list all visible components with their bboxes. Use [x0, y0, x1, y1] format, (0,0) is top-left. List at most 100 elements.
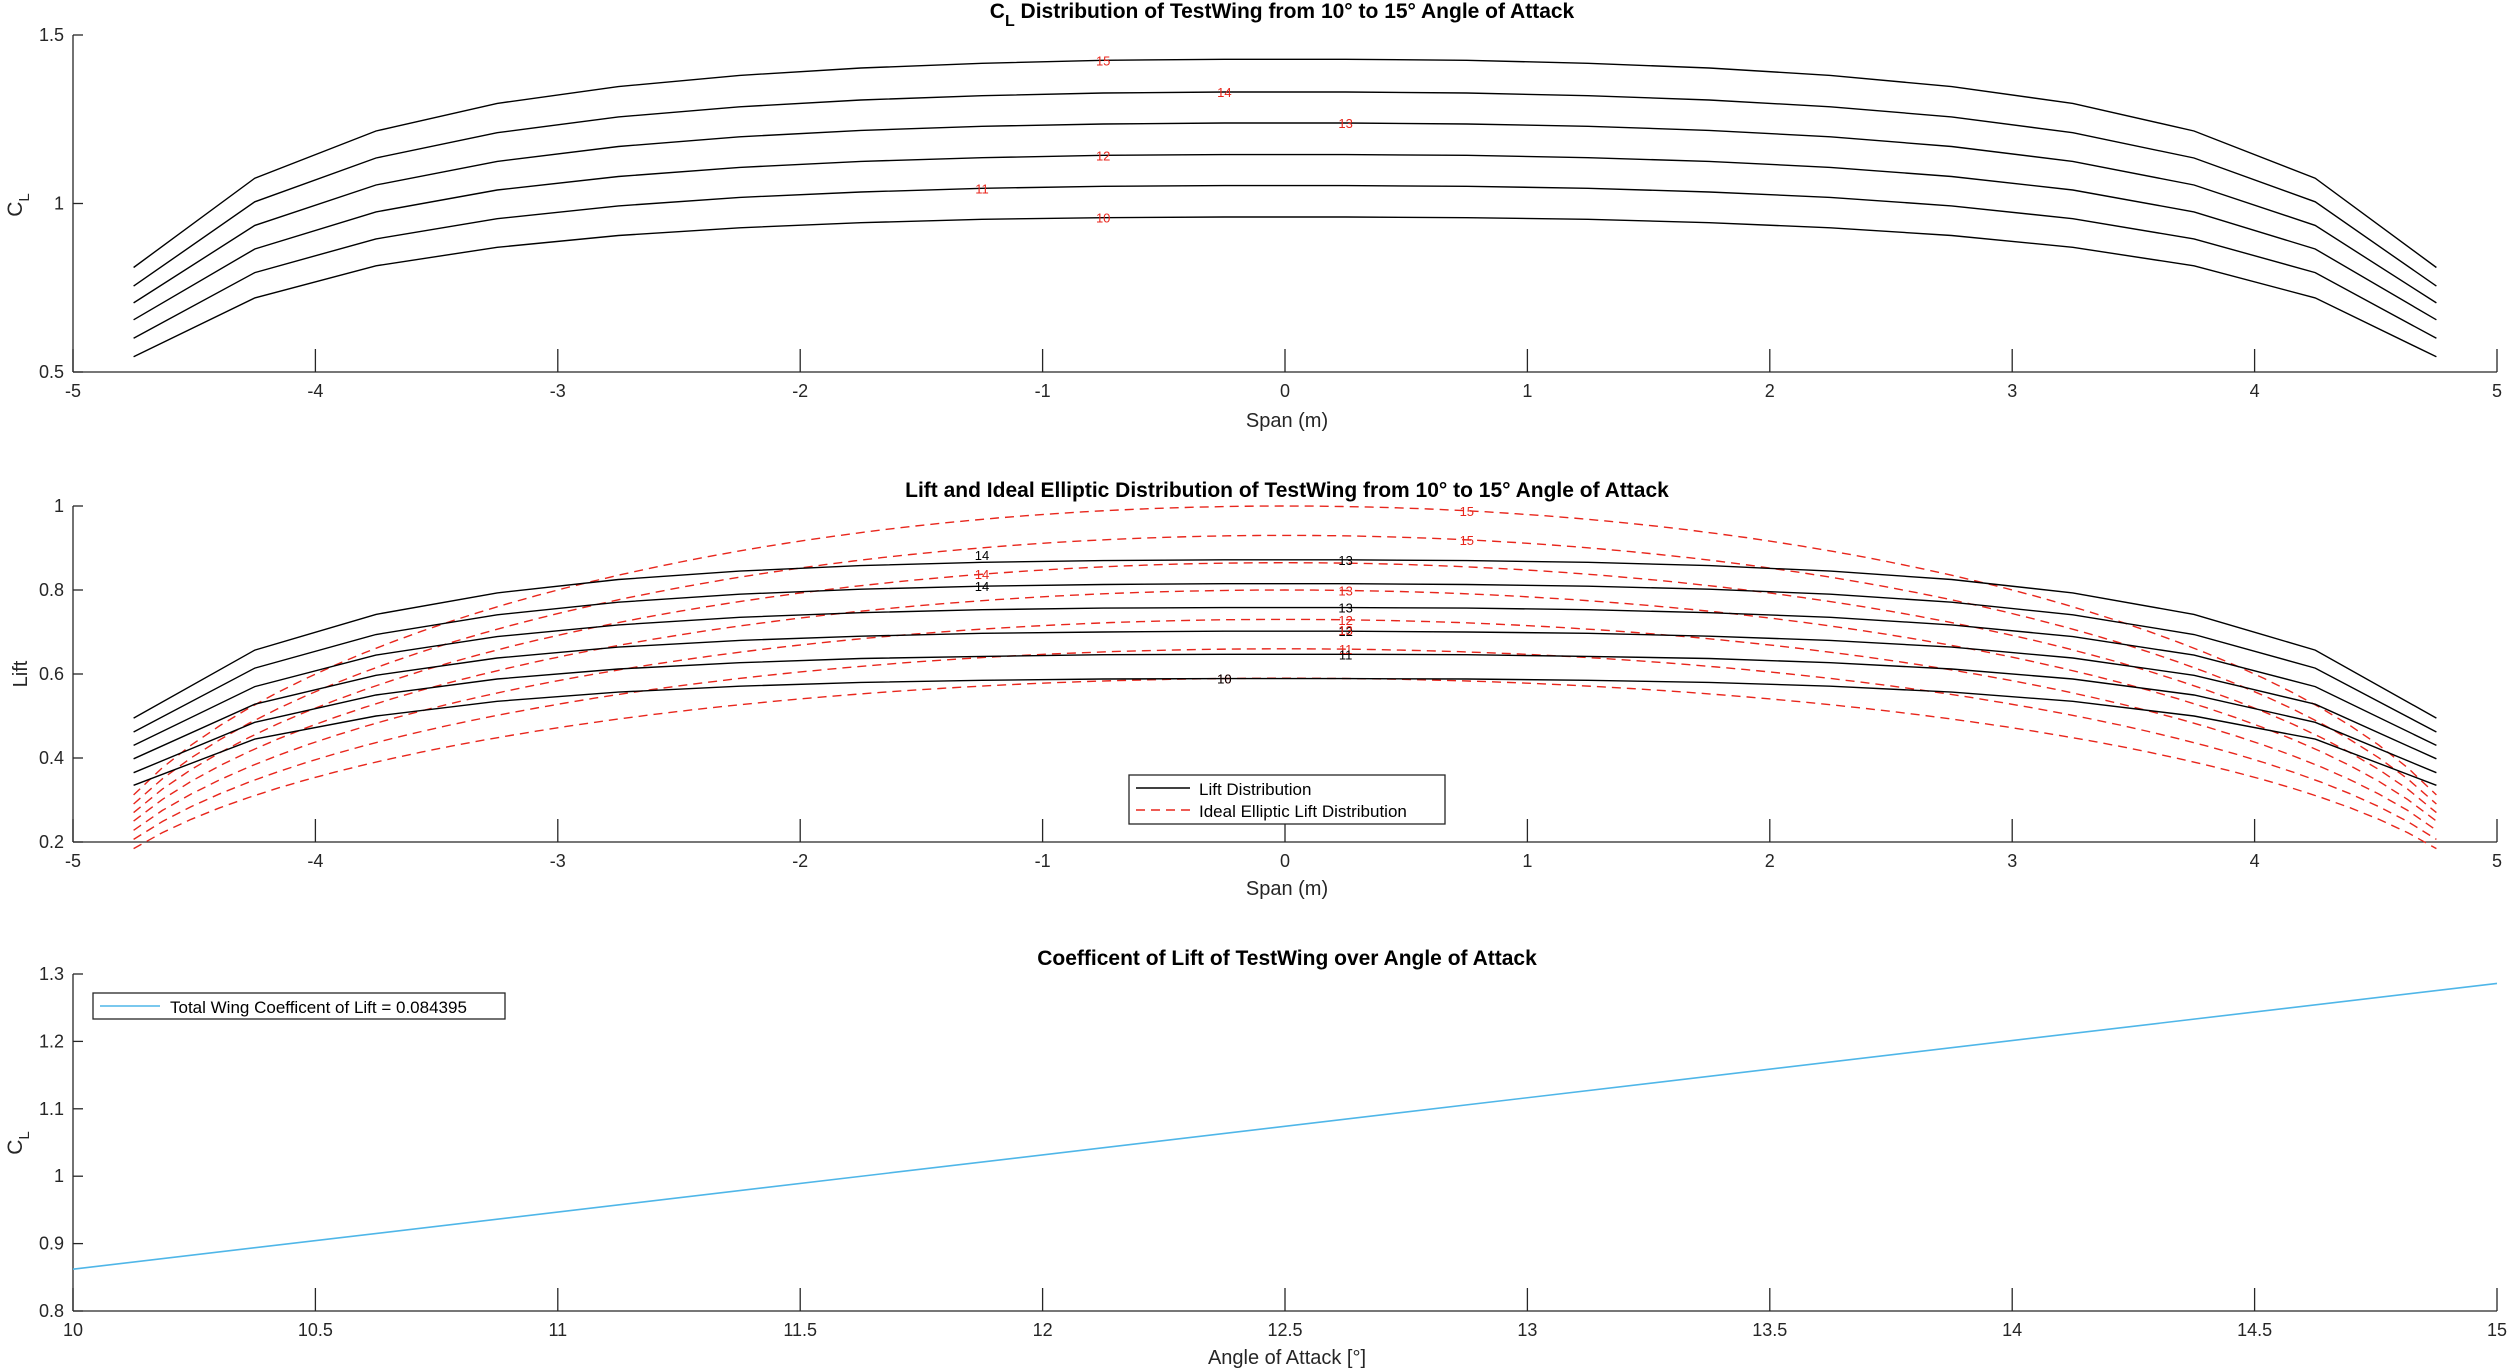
plot3-ylabel: CL [4, 1131, 33, 1155]
x-tick-label: -5 [65, 381, 81, 401]
plot3-title: Coefficent of Lift of TestWing over Angl… [1037, 947, 1537, 970]
plot3-legend: Total Wing Coefficent of Lift = 0.084395 [92, 992, 506, 1020]
plot3-ylabel-sub: L [16, 1131, 33, 1139]
plot2-series [133, 505, 2437, 850]
x-tick-label: 0 [1280, 381, 1290, 401]
plot1-title-sub: L [1005, 13, 1015, 30]
elliptic-line-12 [133, 618, 2437, 831]
x-tick-label: -2 [792, 381, 808, 401]
x-tick-label: 10.5 [298, 1320, 333, 1340]
y-tick-label: 0.9 [39, 1234, 64, 1254]
plot2-xlabel: Span (m) [1246, 878, 1328, 900]
plot3-legend-box [92, 992, 506, 1020]
y-tick-label: 1.5 [39, 25, 64, 45]
x-tick-label: -3 [550, 851, 566, 871]
x-tick-label: -5 [65, 851, 81, 871]
elliptic-line-15 [133, 534, 2437, 805]
contour-extra-label: 13 [1338, 623, 1352, 638]
y-tick-label: 1 [54, 496, 64, 516]
x-tick-label: 2 [1765, 851, 1775, 871]
x-tick-label: -4 [307, 851, 323, 871]
cl-vs-aoa-plot: 10 10.5 11 11.5 12 12.5 13 13.5 14 14.5 15 0.8 0.9 1 1… [4, 947, 2507, 1369]
lift-line-label: 14 [975, 579, 989, 594]
lift-elliptic-plot: -5 -4 -3 -2 -1 0 1 2 3 4 50.20.40.60.81 1011121314… [10, 479, 2502, 900]
elliptic-line-label: 15 [1460, 504, 1474, 519]
legend-label-elliptic: Ideal Elliptic Lift Distribution [1199, 802, 1407, 821]
plot2-ylabel: Lift [10, 660, 32, 687]
elliptic-line-15 [133, 505, 2437, 796]
plot3-ylabel-main: C [4, 1140, 27, 1155]
lift-line-label: 13 [1338, 553, 1352, 568]
x-tick-label: 3 [2007, 851, 2017, 871]
y-tick-label: 1 [54, 194, 64, 214]
plot2-legend: Lift Distribution Ideal Elliptic Lift Di… [1128, 774, 1446, 825]
cl-line-label: 11 [975, 181, 989, 196]
x-tick-label: 12.5 [1267, 1320, 1302, 1340]
plot3-ticks: 10 10.5 11 11.5 12 12.5 13 13.5 14 14.5 15 0.8 0.9 1 1… [39, 964, 2507, 1340]
plot2-title: Lift and Ideal Elliptic Distribution of … [905, 479, 1669, 502]
plot2-legend-box [1128, 774, 1446, 825]
y-tick-label: 0.4 [39, 748, 64, 768]
x-tick-label: 14 [2002, 1320, 2022, 1340]
cl-line-label: 14 [1217, 85, 1231, 100]
lift-line-label: 10 [1217, 672, 1231, 687]
contour-extra-label: 14 [975, 548, 989, 563]
x-tick-label: -1 [1035, 381, 1051, 401]
y-tick-label: 1.3 [39, 964, 64, 984]
plot2-ticks: -5 -4 -3 -2 -1 0 1 2 3 4 50.20.40.60.81 [39, 496, 2502, 871]
x-tick-label: 5 [2492, 381, 2502, 401]
cl-line-label: 15 [1096, 53, 1110, 68]
plot1-ylabel-main: C [4, 202, 27, 217]
x-tick-label: 10 [63, 1320, 83, 1340]
plot3-xlabel: Angle of Attack [°] [1208, 1347, 1366, 1369]
y-tick-label: 1.1 [39, 1099, 64, 1119]
plot3-series [72, 982, 2498, 1270]
lift-line-label: 11 [1339, 647, 1353, 662]
y-tick-label: 0.8 [39, 580, 64, 600]
x-tick-label: 15 [2487, 1320, 2507, 1340]
plot1-series [133, 58, 2437, 358]
elliptic-line-label: 14 [975, 567, 989, 582]
elliptic-line-label: 12 [1338, 613, 1352, 628]
plot1-ylabel: CL [4, 193, 33, 217]
x-tick-label: -1 [1035, 851, 1051, 871]
elliptic-line-label: 11 [1339, 642, 1353, 657]
elliptic-line-11 [133, 648, 2437, 840]
lift-line-11 [133, 653, 2437, 774]
lift-line-12 [133, 630, 2437, 760]
legend-label-total-cl: Total Wing Coefficent of Lift = 0.084395 [170, 998, 467, 1017]
cl-line-10 [133, 216, 2437, 358]
x-tick-label: 2 [1765, 381, 1775, 401]
plot1-title-main: C [990, 0, 1005, 23]
elliptic-line-14 [133, 562, 2437, 814]
cl-line-label: 13 [1338, 116, 1352, 131]
x-tick-label: 11 [548, 1320, 567, 1340]
y-tick-label: 0.5 [39, 362, 64, 382]
y-tick-label: 1.2 [39, 1031, 64, 1051]
x-tick-label: 13 [1517, 1320, 1537, 1340]
lift-line-13 [133, 559, 2437, 719]
plot1-contour-labels: 10 11 12 13 14 15 [975, 53, 1353, 225]
plot1-ylabel-sub: L [16, 193, 33, 201]
cl-line-12 [133, 153, 2437, 321]
lift-line-label: 12 [1338, 624, 1352, 639]
x-tick-label: 11.5 [783, 1320, 817, 1340]
legend-label-lift: Lift Distribution [1199, 780, 1311, 799]
cl-line-14 [133, 91, 2437, 287]
y-tick-label: 0.6 [39, 664, 64, 684]
x-tick-label: 1 [1522, 381, 1532, 401]
y-tick-label: 0.8 [39, 1301, 64, 1321]
plot1-ticks: -5 -4 -3 -2 -1 0 1 2 3 4 50.511.5 [39, 25, 2502, 401]
y-tick-label: 1 [54, 1166, 64, 1186]
lift-line-13 [133, 606, 2437, 747]
elliptic-line-label: 13 [1338, 583, 1352, 598]
lift-line-14 [133, 583, 2437, 733]
cl-line-13 [133, 122, 2437, 304]
x-tick-label: 12 [1033, 1320, 1053, 1340]
x-tick-label: -3 [550, 381, 566, 401]
plot1-xlabel: Span (m) [1246, 410, 1328, 432]
